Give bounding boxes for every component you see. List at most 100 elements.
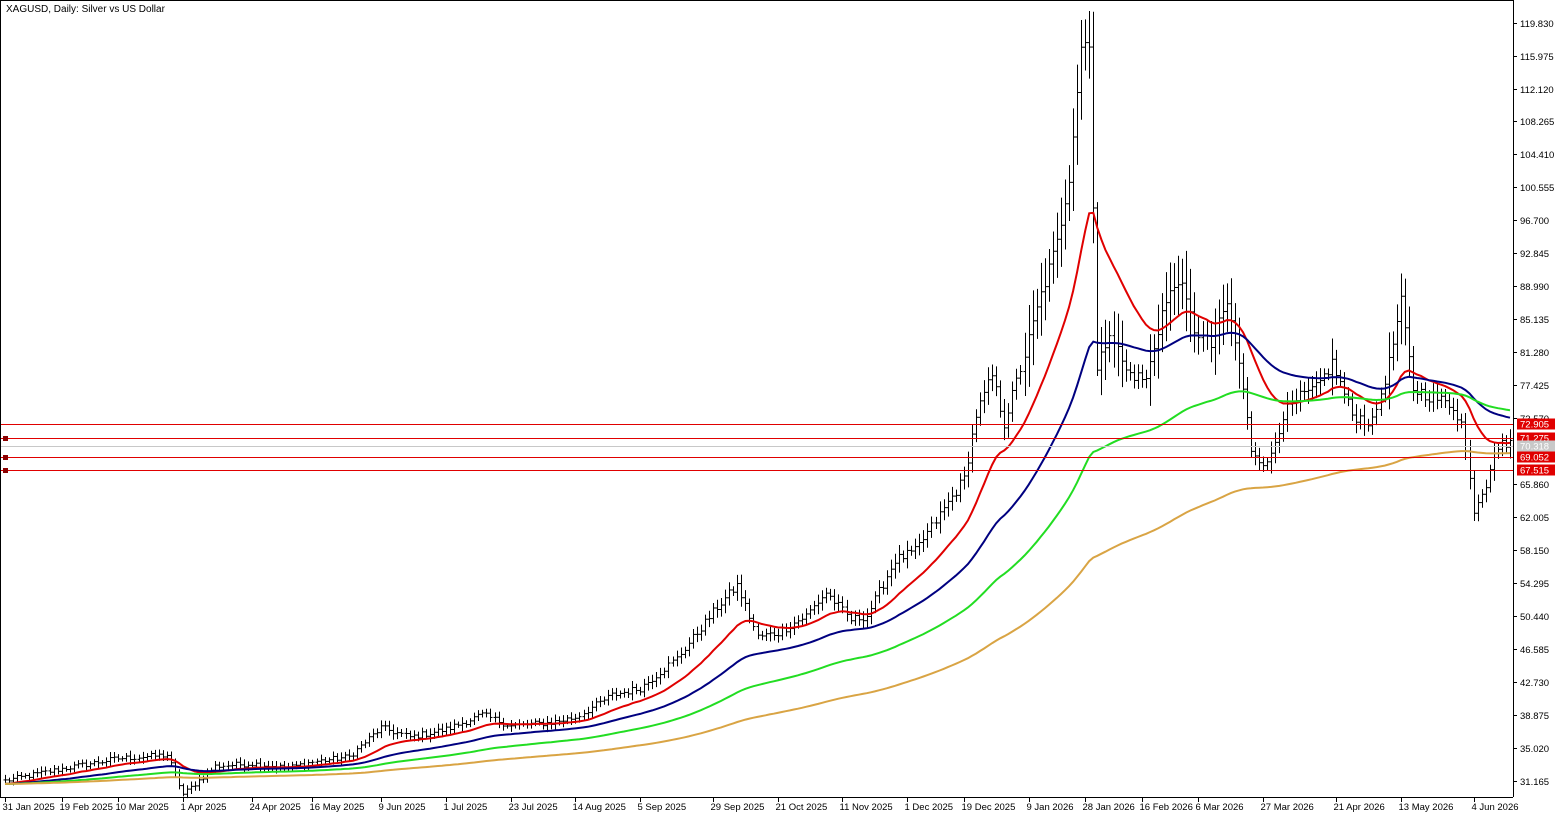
x-tick-label: 16 May 2025 bbox=[310, 802, 365, 813]
ohlc-bar bbox=[772, 627, 777, 641]
y-tick-label: 108.265 bbox=[1520, 117, 1554, 128]
ohlc-bar bbox=[1370, 407, 1375, 435]
ohlc-bar bbox=[719, 597, 724, 617]
ohlc-bar bbox=[484, 708, 489, 718]
ohlc-bar bbox=[711, 602, 716, 624]
ohlc-bar bbox=[1302, 381, 1307, 401]
ohlc-bar bbox=[1403, 278, 1408, 346]
ohlc-bar bbox=[1480, 489, 1485, 508]
ohlc-bar bbox=[1160, 293, 1165, 353]
ohlc-bar bbox=[343, 751, 348, 761]
ohlc-bar bbox=[145, 753, 150, 761]
ohlc-bar bbox=[877, 580, 882, 604]
ohlc-bar bbox=[1035, 288, 1040, 339]
ohlc-bar bbox=[683, 646, 688, 659]
ohlc-bar bbox=[15, 771, 20, 783]
ohlc-bar bbox=[116, 754, 121, 762]
ohlc-bar bbox=[808, 604, 813, 619]
ohlc-bar bbox=[1059, 197, 1064, 267]
price-label: 69.052 bbox=[1517, 451, 1555, 464]
ohlc-bar bbox=[1180, 258, 1185, 310]
ohlc-bar bbox=[428, 728, 433, 743]
ohlc-bar bbox=[391, 724, 396, 740]
y-tick-label: 31.165 bbox=[1520, 777, 1549, 788]
y-tick-label: 62.005 bbox=[1520, 513, 1549, 524]
ohlc-bar bbox=[1249, 411, 1254, 458]
ohlc-bar bbox=[1399, 273, 1404, 345]
ohlc-bar bbox=[189, 781, 194, 794]
ohlc-bar bbox=[760, 630, 765, 641]
ohlc-bar bbox=[52, 765, 57, 777]
ohlc-bar bbox=[881, 581, 886, 595]
x-tick-label: 28 Jan 2026 bbox=[1083, 802, 1135, 813]
ohlc-bar bbox=[1124, 349, 1129, 382]
ohlc-bar bbox=[942, 499, 947, 521]
ohlc-bar bbox=[27, 772, 32, 780]
ohlc-bar bbox=[1103, 319, 1108, 380]
ohlc-bar bbox=[727, 582, 732, 606]
hline-anchor-marker[interactable] bbox=[3, 468, 8, 473]
ohlc-bar bbox=[230, 761, 235, 770]
ohlc-bar bbox=[1099, 327, 1104, 396]
ohlc-bar bbox=[909, 545, 914, 556]
ohlc-bar bbox=[699, 624, 704, 641]
ohlc-bar bbox=[1338, 369, 1343, 388]
ohlc-bar bbox=[978, 392, 983, 426]
ohlc-bar bbox=[715, 599, 720, 618]
ohlc-bar bbox=[586, 706, 591, 720]
ohlc-bar bbox=[1447, 393, 1452, 415]
hline-anchor-marker[interactable] bbox=[3, 436, 8, 441]
x-tick-label: 19 Feb 2025 bbox=[60, 802, 113, 813]
ohlc-bar bbox=[679, 647, 684, 664]
ohlc-bar bbox=[56, 765, 61, 775]
ohlc-bar bbox=[104, 757, 109, 767]
ohlc-bar bbox=[731, 586, 736, 596]
x-tick-label: 9 Jun 2025 bbox=[379, 802, 426, 813]
ohlc-bar bbox=[691, 629, 696, 649]
ohlc-bar bbox=[828, 588, 833, 601]
ohlc-bar bbox=[662, 667, 667, 679]
ohlc-bar bbox=[43, 766, 48, 776]
ohlc-bar bbox=[1120, 320, 1125, 388]
ohlc-bar bbox=[1047, 248, 1052, 302]
ohlc-bar bbox=[820, 590, 825, 611]
y-tick-label: 100.555 bbox=[1520, 183, 1554, 194]
ohlc-bar bbox=[424, 729, 429, 739]
horizontal-lines[interactable] bbox=[0, 424, 1513, 474]
ohlc-bar bbox=[1459, 413, 1464, 429]
ohlc-bar bbox=[1031, 290, 1036, 366]
x-tick-label: 31 Jan 2025 bbox=[3, 802, 55, 813]
ohlc-bar bbox=[1277, 422, 1282, 454]
ohlc-bar bbox=[371, 728, 376, 742]
y-tick-label: 119.830 bbox=[1520, 19, 1554, 30]
ohlc-bar bbox=[468, 718, 473, 728]
ohlc-bar bbox=[622, 688, 627, 698]
ohlc-bar bbox=[68, 765, 73, 773]
ohlc-bar bbox=[488, 708, 493, 722]
ohlc-bar bbox=[723, 589, 728, 614]
ohlc-bar bbox=[84, 759, 89, 771]
ohlc-bar bbox=[982, 380, 987, 414]
x-tick-label: 9 Jan 2026 bbox=[1027, 802, 1074, 813]
ohlc-bar bbox=[889, 559, 894, 587]
ohlc-bar bbox=[994, 366, 999, 397]
ohlc-bar bbox=[707, 610, 712, 628]
ohlc-bar bbox=[1075, 64, 1080, 165]
ohlc-bar bbox=[1087, 10, 1092, 79]
moving-averages bbox=[4, 211, 1511, 785]
ohlc-bar bbox=[1233, 303, 1238, 361]
hline-anchor-marker[interactable] bbox=[3, 455, 8, 460]
moving-average-line-4 bbox=[5, 450, 1511, 785]
ohlc-bar bbox=[1128, 361, 1133, 381]
ohlc-bar bbox=[351, 752, 356, 760]
ohlc-bar bbox=[1395, 304, 1400, 362]
ohlc-bar bbox=[1043, 258, 1048, 321]
x-tick-label: 4 Jun 2026 bbox=[1472, 802, 1519, 813]
ohlc-bar bbox=[185, 785, 190, 799]
ohlc-bar bbox=[1107, 321, 1112, 363]
ohlc-bar bbox=[379, 720, 384, 739]
ohlc-bar bbox=[885, 570, 890, 595]
ohlc-bar bbox=[1508, 429, 1513, 459]
